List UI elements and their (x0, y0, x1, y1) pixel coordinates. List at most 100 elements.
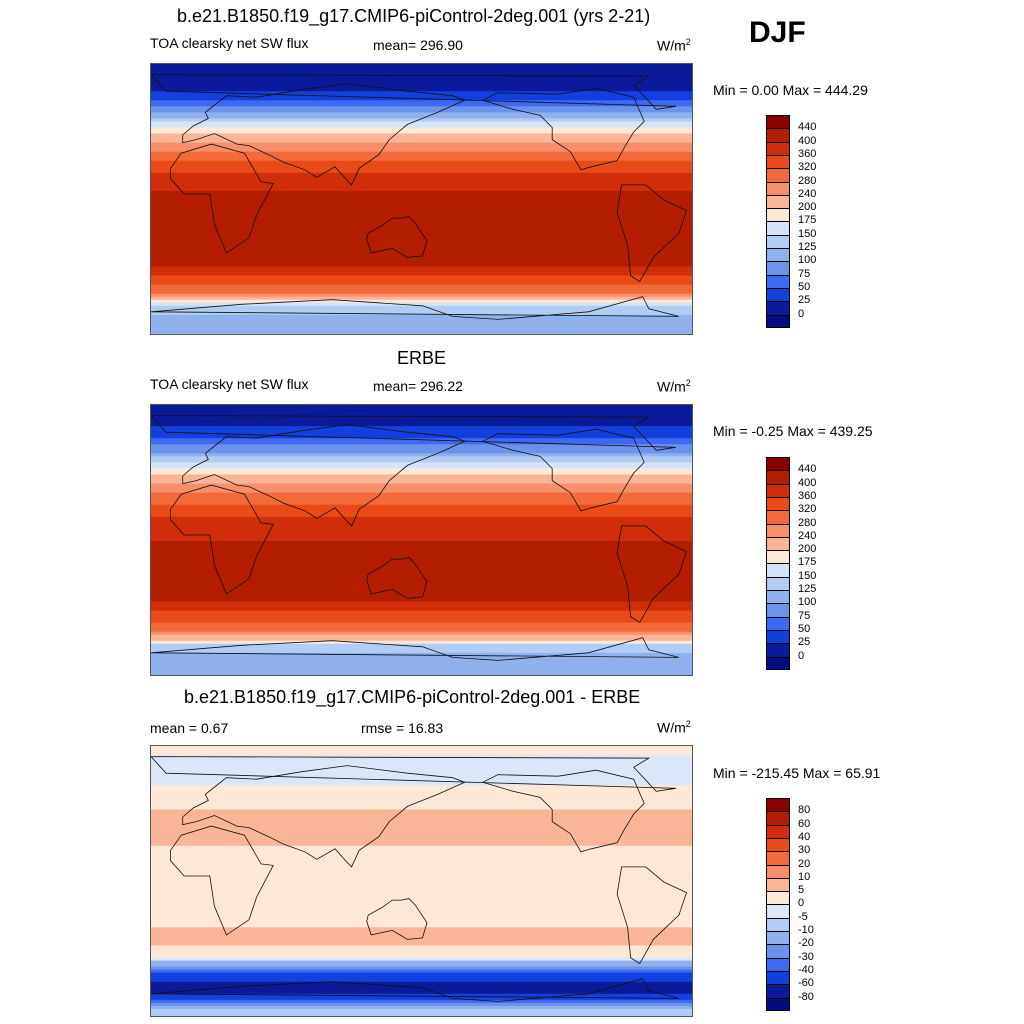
panel1-minmax: Min = 0.00 Max = 444.29 (713, 82, 868, 98)
colorbar-tick-label: -5 (798, 910, 808, 923)
colorbar-tick-label: 320 (798, 503, 817, 516)
zonal-band-78 (151, 640, 692, 645)
colorbar-swatch (766, 483, 790, 498)
colorbar-swatch (766, 550, 790, 564)
zonal-band-25 (151, 139, 692, 144)
zonal-band-58 (151, 580, 692, 584)
colorbar-tick-label: 60 (798, 817, 811, 830)
colorbar-tick-label: 440 (798, 463, 817, 476)
zonal-band-61 (151, 248, 692, 252)
zonal-band-28 (151, 489, 692, 494)
zonal-band-79 (151, 643, 692, 648)
panel3-colorbar: 80 60 40 30 20 10 5 0 -5 -10 -20 -30 -40 -60 -80 (766, 798, 814, 1012)
coastline-eurasia (182, 83, 466, 186)
zonal-band-51 (151, 900, 692, 904)
zonal-band-46 (151, 885, 692, 889)
zonal-band-34 (151, 507, 692, 512)
colorbar-swatch (766, 917, 790, 932)
colorbar-swatch (766, 811, 790, 826)
zonal-band-78 (151, 299, 692, 304)
zonal-band-34 (151, 848, 692, 853)
zonal-band-54 (151, 568, 692, 572)
colorbar-swatch (766, 851, 790, 865)
zonal-band-85 (151, 1002, 692, 1007)
zonal-band-25 (151, 480, 692, 485)
colorbar-swatch (766, 970, 790, 985)
zonal-band-77 (151, 637, 692, 642)
zonal-band-65 (151, 942, 692, 947)
zonal-band-48 (151, 209, 692, 213)
colorbar-tick-label: 280 (798, 174, 817, 187)
coastline-australia (366, 557, 428, 599)
zonal-band-51 (151, 559, 692, 563)
zonal-band-85 (151, 661, 692, 666)
zonal-band-5 (151, 79, 692, 83)
zonal-band-20 (151, 465, 692, 470)
zonal-band-64 (151, 939, 692, 944)
zonal-band-35 (151, 169, 692, 174)
colorbar-swatch (766, 837, 790, 852)
colorbar-tick-label: 0 (798, 897, 805, 910)
zonal-band-17 (151, 115, 692, 119)
zonal-band-52 (151, 903, 692, 907)
zonal-band-28 (151, 148, 692, 153)
coastline-antarctica (151, 296, 679, 320)
zonal-band-69 (151, 272, 692, 277)
zonal-band-73 (151, 966, 692, 971)
zonal-band-49 (151, 212, 692, 216)
colorbar-swatch (766, 616, 790, 631)
zonal-band-82 (151, 652, 692, 657)
zonal-band-16 (151, 453, 692, 457)
zonal-band-58 (151, 239, 692, 243)
zonal-band-18 (151, 800, 692, 805)
zonal-band-9 (151, 773, 692, 777)
coastline-south-america (616, 866, 687, 965)
colorbar-tick-label: 40 (798, 830, 811, 843)
zonal-band-0 (151, 746, 692, 750)
zonal-band-12 (151, 782, 692, 786)
zonal-band-52 (151, 562, 692, 566)
zonal-band-46 (151, 203, 692, 207)
zonal-band-79 (151, 302, 692, 307)
zonal-band-2 (151, 70, 692, 74)
zonal-band-51 (151, 218, 692, 222)
zonal-band-67 (151, 607, 692, 612)
zonal-band-65 (151, 601, 692, 606)
colorbar-tick-label: 125 (798, 583, 817, 595)
zonal-band-6 (151, 82, 692, 86)
zonal-band-68 (151, 269, 692, 274)
zonal-band-42 (151, 531, 692, 536)
zonal-band-77 (151, 296, 692, 301)
zonal-band-64 (151, 257, 692, 262)
coastline-eurasia (182, 424, 466, 527)
zonal-band-5 (151, 420, 692, 424)
zonal-band-24 (151, 477, 692, 482)
colorbar-swatch (766, 168, 790, 182)
zonal-band-27 (151, 486, 692, 491)
zonal-band-64 (151, 598, 692, 603)
coastline-eurasia (182, 765, 466, 868)
zonal-band-9 (151, 432, 692, 436)
zonal-band-6 (151, 764, 692, 768)
panel2-minmax: Min = -0.25 Max = 439.25 (713, 423, 873, 439)
colorbar-tick-label: -60 (798, 977, 814, 990)
zonal-band-10 (151, 435, 692, 439)
zonal-band-33 (151, 504, 692, 509)
zonal-band-83 (151, 655, 692, 660)
zonal-band-83 (151, 314, 692, 319)
zonal-band-29 (151, 151, 692, 156)
colorbar-swatch (766, 470, 790, 485)
colorbar-tick-label: -30 (798, 950, 814, 963)
colorbar-swatch (766, 234, 790, 249)
colorbar-tick-label: 200 (798, 201, 817, 214)
zonal-band-20 (151, 806, 692, 811)
panel1-title: b.e21.B1850.f19_g17.CMIP6-piControl-2deg… (177, 6, 651, 26)
colorbar-swatch (766, 181, 790, 196)
zonal-band-14 (151, 447, 692, 451)
zonal-band-23 (151, 474, 692, 479)
panel1-mean-label: mean= 296.90 (373, 37, 463, 53)
zonal-band-47 (151, 888, 692, 892)
zonal-band-66 (151, 604, 692, 609)
zonal-band-59 (151, 583, 692, 587)
zonal-band-54 (151, 909, 692, 913)
